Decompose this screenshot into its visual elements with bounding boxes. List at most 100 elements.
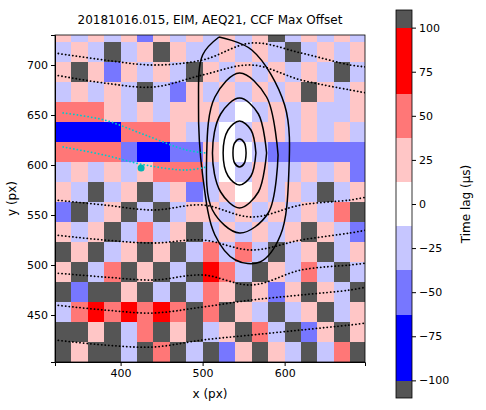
dotted-line [55,287,365,313]
cell [137,182,154,202]
cell [317,262,334,282]
cell [121,222,138,242]
tick-label: 450 [27,309,48,322]
cell [334,222,351,242]
y-axis: 450500550600650700 [27,36,56,363]
cell [71,342,88,362]
cell [170,122,187,142]
cell [317,182,334,202]
cell [219,82,236,102]
colorbar-axis: −100−75−50−250255075100 [412,11,449,399]
colorbar-title: Time lag (μs) [459,165,473,245]
x-axis-title: x (px) [193,387,228,401]
axis-line [413,11,417,399]
cell [55,82,72,102]
cell [137,162,154,182]
cell [350,162,365,182]
cell [55,142,72,162]
cell [170,282,187,302]
cell [71,302,88,322]
colorbar-swatch [396,138,412,182]
colorbar [396,10,412,398]
cell [55,162,72,182]
cell [285,142,302,162]
colorbar-swatch [396,226,412,270]
tick-mark [412,336,416,337]
tick: 400 [111,362,132,380]
cell [334,82,351,102]
dotted-line [55,323,365,347]
cell [104,102,121,122]
tick-mark [412,380,416,381]
tick-mark [412,248,416,249]
tick: 600 [27,159,55,172]
tick-label: −75 [419,330,442,343]
tick-mark [51,165,55,166]
dotted-line [55,263,365,285]
cell [71,222,88,242]
tick-mark [412,72,416,73]
tick: 550 [27,209,55,222]
cell [350,282,365,302]
dotted-line [55,65,365,93]
cell [104,122,121,142]
cell [334,162,351,182]
tick-label: 0 [419,198,426,211]
heatmap [55,35,365,362]
cell [137,282,154,302]
contour [198,37,289,264]
cell [285,35,302,42]
cell [186,262,203,282]
cell [71,42,88,62]
dotted-line [55,230,365,250]
cell [317,35,334,42]
cell [88,35,105,42]
cell [334,142,351,162]
tick: 25 [412,154,433,167]
cell [104,142,121,162]
tick-label: 400 [111,367,132,380]
tick-label: 650 [27,109,48,122]
cell [268,182,285,202]
cell [350,142,365,162]
cell [186,182,203,202]
cell [55,342,72,362]
cell [317,302,334,322]
tick: 700 [27,59,55,72]
contour [223,121,256,185]
tick-mark [203,362,204,366]
cell [121,322,138,342]
cell [285,162,302,182]
cell [334,102,351,122]
cell [235,262,252,282]
cell [88,82,105,102]
cell [170,42,187,62]
cell [137,82,154,102]
cell [285,302,302,322]
cell [301,322,318,342]
cell [350,302,365,322]
cell [121,242,138,262]
tick: 75 [412,66,433,79]
frame [55,35,365,362]
cell [219,302,236,322]
cell [334,42,351,62]
cell [55,42,72,62]
cell [170,102,187,122]
tick: 500 [193,362,214,380]
tick-label: −50 [419,286,442,299]
cell [317,202,334,222]
cell [121,102,138,122]
tick: 100 [412,22,440,35]
cell [301,182,318,202]
cell [104,322,121,342]
x-axis: 400500600 [56,362,366,380]
cell [137,242,154,262]
cell [285,342,302,362]
tick-mark [121,362,122,366]
cell [301,242,318,262]
cell [55,182,72,202]
cell [252,242,269,262]
cell [137,342,154,362]
cell [252,202,269,222]
